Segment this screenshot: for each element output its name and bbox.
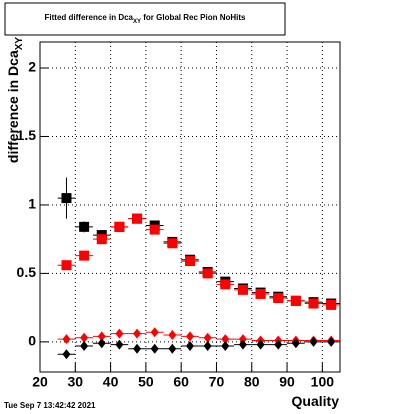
marker xyxy=(327,336,336,347)
x-tick-label: 50 xyxy=(138,374,154,390)
y-tick-label: 0 xyxy=(28,333,36,349)
marker xyxy=(97,338,106,349)
y-label-subscript: XY xyxy=(14,37,25,51)
marker xyxy=(273,293,284,304)
marker xyxy=(203,332,212,343)
plot-frame xyxy=(39,41,341,373)
marker xyxy=(149,224,160,235)
y-axis-label: difference in DcaXY xyxy=(5,37,25,163)
marker xyxy=(167,238,178,249)
y-tick-label: 0.5 xyxy=(17,264,37,280)
marker xyxy=(221,340,230,351)
x-tick-label: 100 xyxy=(311,374,335,390)
x-tick-label: 90 xyxy=(279,374,295,390)
marker xyxy=(62,334,71,345)
x-tick-label: 40 xyxy=(103,374,119,390)
marker xyxy=(80,340,89,351)
marker xyxy=(221,334,230,345)
marker xyxy=(80,332,89,343)
marker xyxy=(61,193,72,204)
marker xyxy=(115,328,124,339)
marker xyxy=(186,340,194,351)
title-subscript: XY xyxy=(133,19,141,25)
marker xyxy=(62,349,71,360)
marker xyxy=(115,339,124,350)
marker xyxy=(185,256,195,267)
marker xyxy=(291,338,300,349)
marker xyxy=(132,213,143,224)
marker xyxy=(61,260,72,271)
title-main: Fitted difference in Dca xyxy=(45,13,134,22)
marker xyxy=(237,284,248,295)
x-tick-label: 80 xyxy=(244,374,260,390)
marker xyxy=(255,288,266,299)
marker xyxy=(150,343,159,354)
marker xyxy=(133,343,142,354)
marker xyxy=(96,234,107,245)
marker xyxy=(79,250,90,261)
x-tick-label: 30 xyxy=(68,374,84,390)
y-tick-label: 1 xyxy=(28,196,36,212)
marker xyxy=(308,298,319,309)
title-box xyxy=(4,2,286,36)
y-label-main: difference in Dca xyxy=(5,50,21,163)
marker xyxy=(202,268,213,279)
x-tick-label: 70 xyxy=(209,374,225,390)
timestamp: Tue Sep 7 13:42:42 2021 xyxy=(4,401,96,410)
marker xyxy=(220,279,231,290)
marker xyxy=(150,327,159,338)
y-tick-label: 2 xyxy=(28,59,36,75)
x-axis-label: Quality xyxy=(292,393,340,409)
x-tick-label: 20 xyxy=(32,374,48,390)
marker xyxy=(186,331,194,342)
y-tick-label: 1.5 xyxy=(17,127,37,143)
marker xyxy=(114,221,125,232)
marker xyxy=(309,336,318,347)
marker xyxy=(290,295,301,306)
marker xyxy=(133,328,142,339)
x-tick-label: 60 xyxy=(173,374,189,390)
marker xyxy=(274,339,283,350)
marker xyxy=(326,299,337,310)
title-rest: for Global Rec Pion NoHits xyxy=(141,13,246,22)
marker xyxy=(168,343,177,354)
marker xyxy=(203,340,212,351)
chart-title: Fitted difference in DcaXY for Global Re… xyxy=(45,13,246,25)
marker xyxy=(168,330,177,341)
marker xyxy=(256,339,265,350)
marker xyxy=(238,339,247,350)
marker xyxy=(97,331,106,342)
marker xyxy=(238,334,247,345)
marker xyxy=(79,221,90,232)
